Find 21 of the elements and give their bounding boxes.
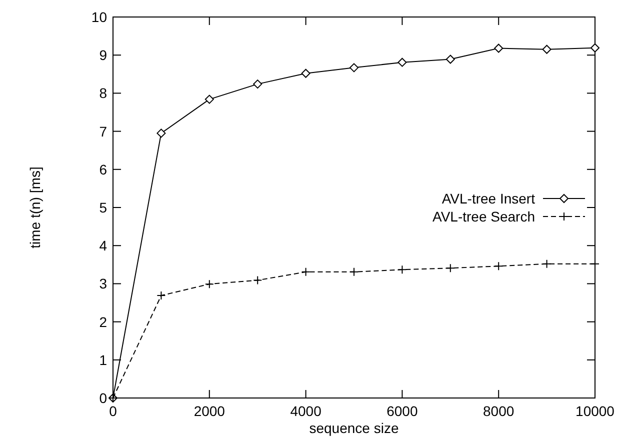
y-tick-label: 9 [99,47,108,64]
x-tick-label: 0 [109,403,118,419]
y-tick-label: 10 [91,9,108,25]
legend-label: AVL-tree Insert [442,190,536,206]
x-tick-label: 6000 [386,403,418,419]
y-tick-label: 4 [99,238,108,254]
legend-label: AVL-tree Search [432,208,535,224]
x-tick-label: 4000 [290,403,322,419]
y-tick-label: 3 [99,276,108,292]
x-tick-label: 2000 [194,403,226,419]
x-tick-label: 8000 [483,403,514,419]
y-tick-label: 6 [99,161,108,178]
y-tick-label: 2 [99,314,108,330]
y-tick-label: 0 [99,390,108,406]
y-tick-label: 5 [99,200,108,216]
y-tick-label: 1 [99,352,108,368]
x-axis-title: sequence size [309,420,399,436]
y-tick-label: 8 [99,85,108,102]
y-tick-label: 7 [99,123,108,140]
x-tick-label: 10000 [576,403,615,419]
y-axis-title: time t(n) [ms] [27,166,43,248]
